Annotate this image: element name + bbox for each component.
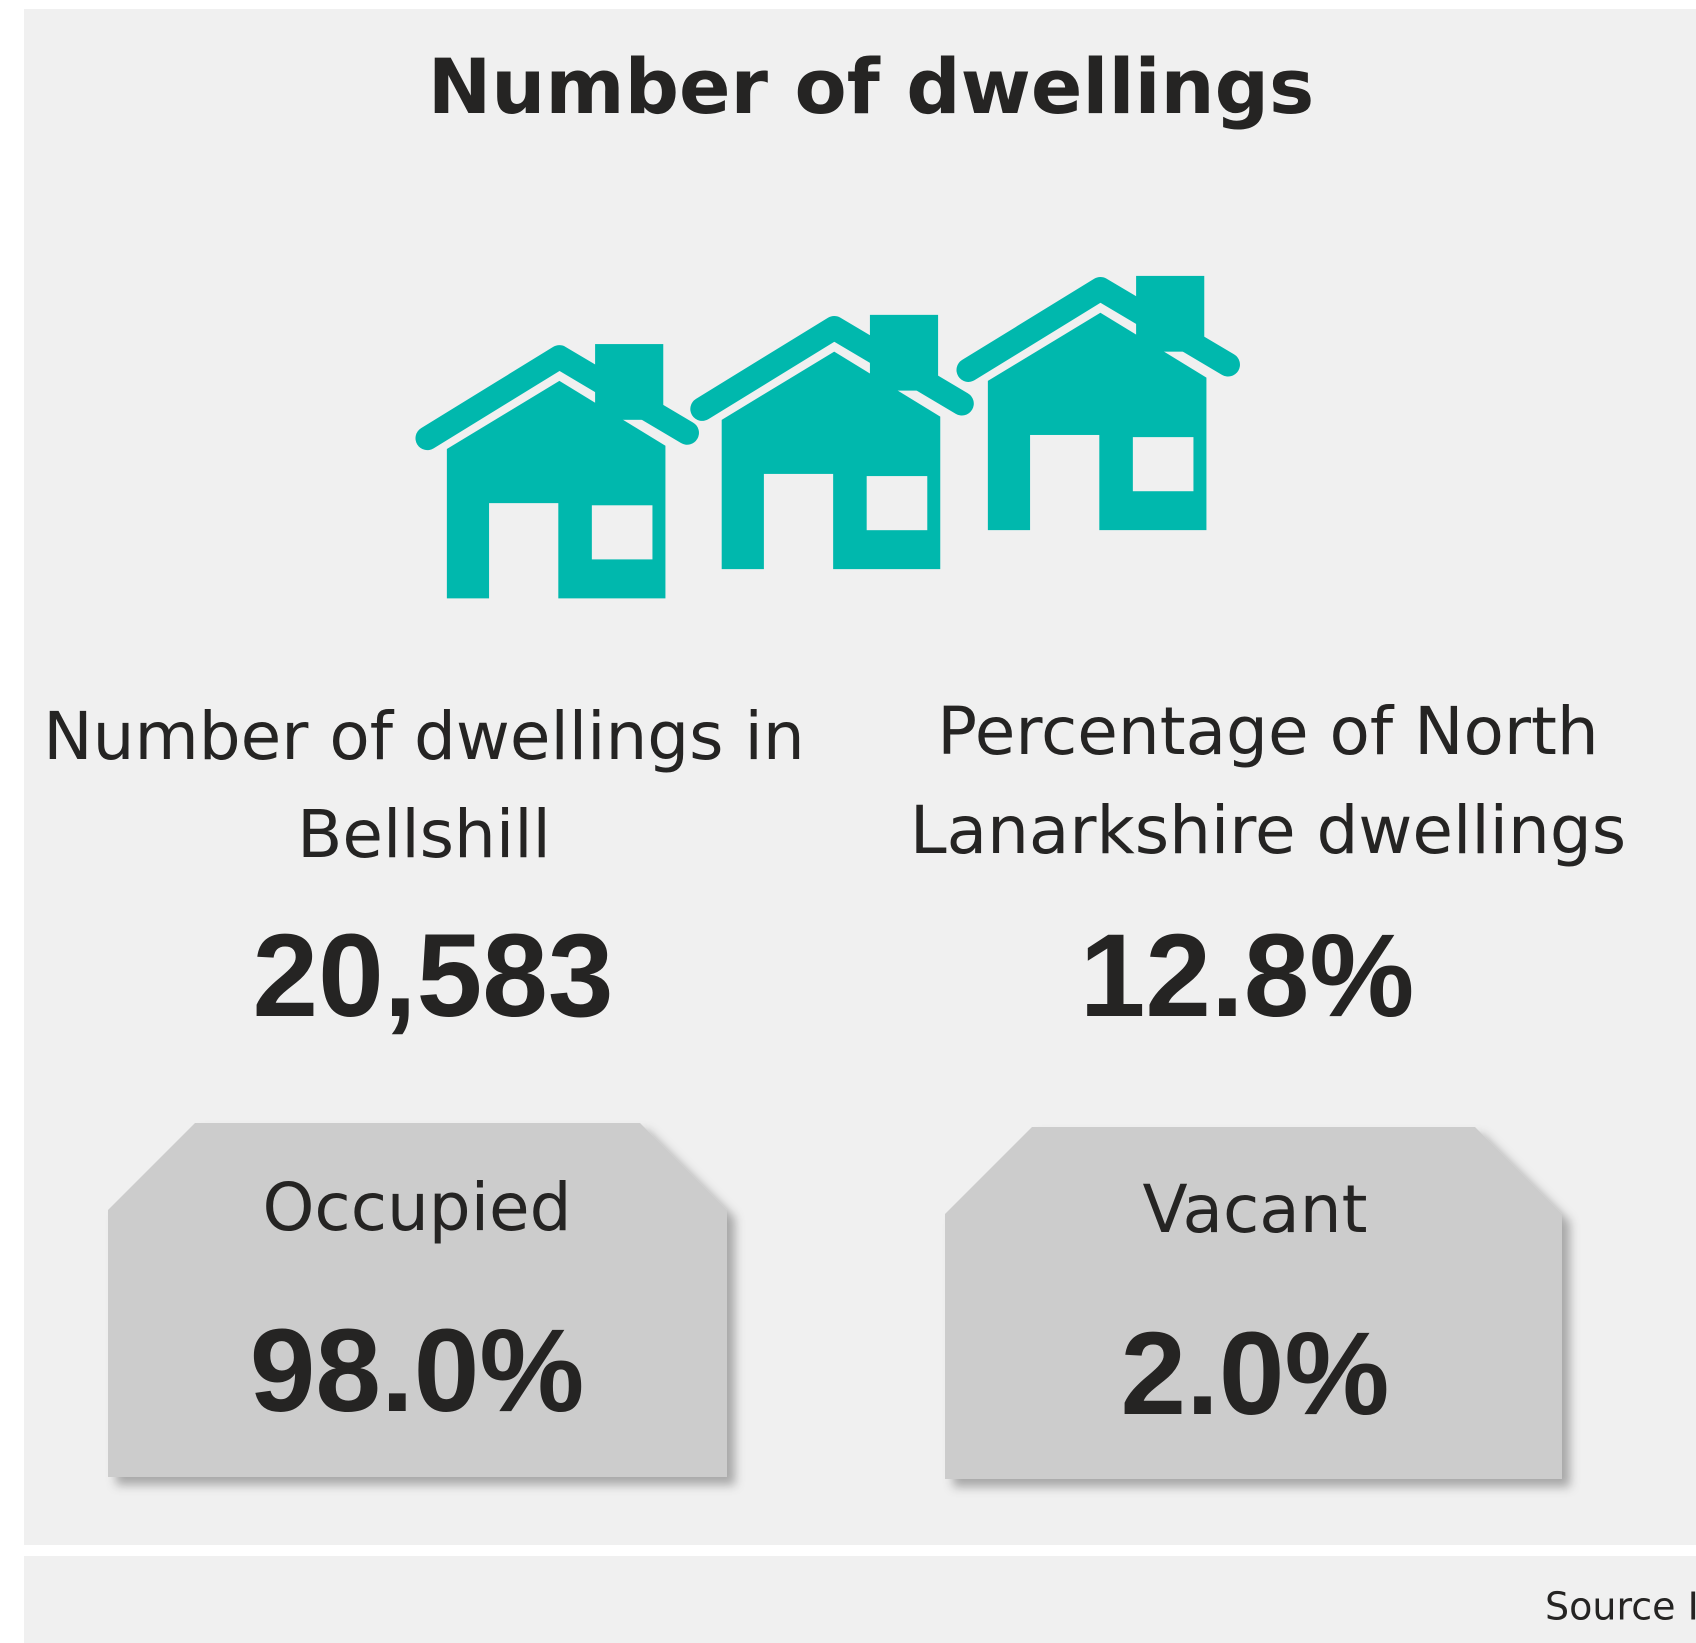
stat-label: Bellshill [297,796,551,873]
card [108,1123,727,1477]
footer-panel [24,1556,1696,1643]
source-text: Source I [1545,1585,1696,1629]
stat-label: Percentage of North [937,693,1598,770]
title: Number of dwellings [428,42,1315,131]
card-value: 2.0% [1121,1308,1390,1440]
stat-label: Lanarkshire dwellings [910,792,1626,869]
stat-value: 20,583 [253,910,614,1042]
card-value: 98.0% [250,1305,585,1437]
card-label: Occupied [262,1169,571,1246]
stat-value: 12.8% [1080,910,1415,1042]
card [945,1127,1562,1479]
stat-label: Number of dwellings in [43,698,804,775]
card-label: Vacant [1143,1171,1368,1248]
